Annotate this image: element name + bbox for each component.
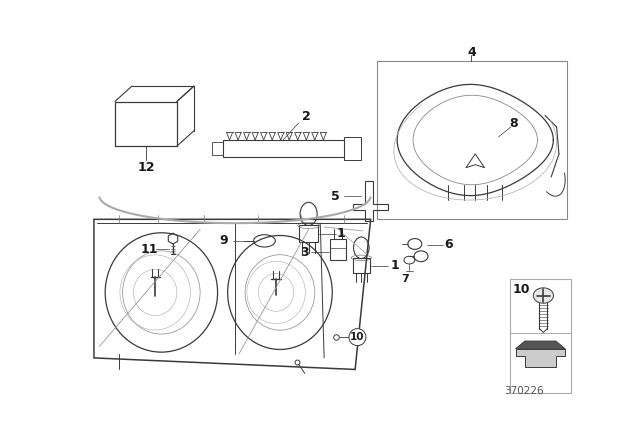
- Bar: [300, 225, 318, 242]
- Bar: [330, 238, 346, 260]
- Text: 370226: 370226: [504, 386, 543, 396]
- Text: 7: 7: [402, 274, 410, 284]
- Text: 12: 12: [137, 161, 155, 174]
- Text: 5: 5: [332, 190, 340, 202]
- Bar: [344, 137, 360, 160]
- Bar: [115, 102, 177, 146]
- Text: 9: 9: [220, 234, 228, 247]
- Bar: [353, 258, 370, 273]
- Text: 10: 10: [350, 332, 365, 342]
- Text: 10: 10: [512, 283, 530, 296]
- Polygon shape: [516, 341, 565, 349]
- Text: 6: 6: [445, 238, 453, 251]
- Bar: [377, 61, 566, 220]
- Polygon shape: [516, 349, 565, 367]
- Text: 8: 8: [509, 116, 518, 129]
- Bar: [212, 142, 223, 155]
- Text: 1: 1: [337, 228, 346, 241]
- Text: 4: 4: [467, 46, 476, 59]
- Bar: [223, 140, 344, 157]
- Ellipse shape: [533, 288, 554, 303]
- Text: 2: 2: [302, 110, 310, 123]
- Bar: [510, 279, 571, 392]
- Text: 11: 11: [141, 243, 159, 256]
- Text: 1: 1: [390, 259, 399, 272]
- Text: 3: 3: [300, 246, 309, 259]
